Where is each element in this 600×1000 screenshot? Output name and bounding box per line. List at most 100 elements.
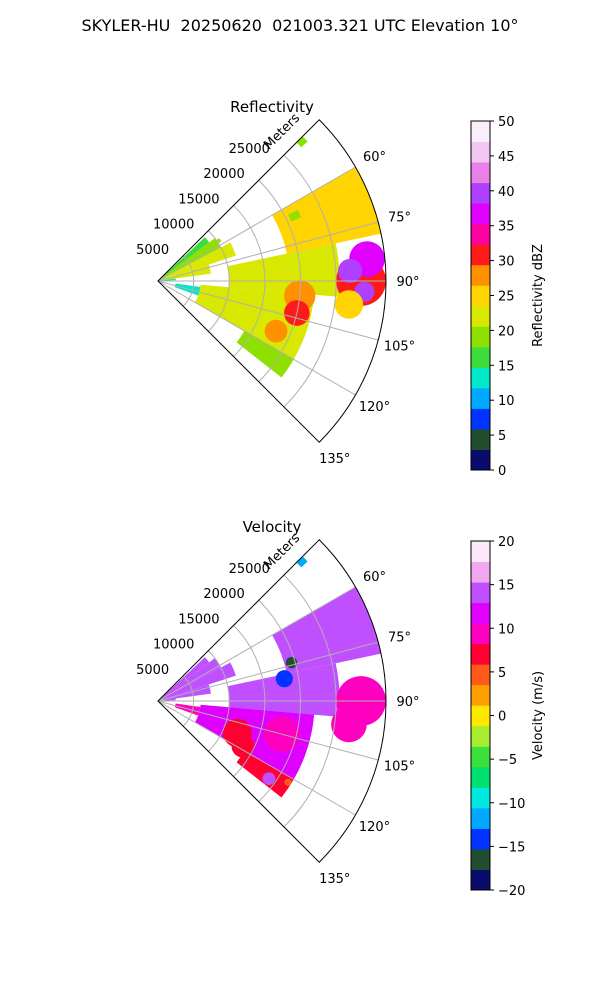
polar-grid [157, 154, 386, 408]
radar-echo-region [162, 662, 236, 700]
radar-echo-region [162, 242, 236, 280]
colorbar-swatch [471, 408, 490, 430]
radial-tick-label: 10000 [153, 638, 194, 653]
colorbar-swatch [471, 623, 490, 645]
colorbar-swatch [471, 787, 490, 809]
colorbar-swatch [471, 326, 490, 348]
theta-tick-label: 90° [396, 275, 419, 290]
colorbar-swatch [471, 305, 490, 327]
theta-tick-labels: 60° 75° 90° 105° 120° 135° [319, 570, 419, 887]
plot-frame [156, 119, 387, 443]
radial-tick-label: 15000 [178, 192, 219, 207]
radial-axis-label: Meters [261, 531, 303, 573]
radar-echo-core [334, 290, 364, 319]
radar-echo-region [227, 663, 340, 717]
radial-tick-labels: 5000 10000 15000 20000 25000 [136, 562, 270, 678]
radar-echo-region [162, 278, 176, 281]
colorbar-swatch [471, 121, 490, 143]
radial-tick-labels: 5000 10000 15000 20000 25000 [136, 142, 270, 258]
colorbar-tick-label: 50 [498, 115, 515, 130]
polar-grid [157, 574, 386, 828]
colorbar: −20 −15 −10 −5 0 5 10 15 20 Velocity (m/s) [470, 535, 546, 899]
colorbar-tick-label: −10 [498, 797, 525, 812]
radar-echo-region [236, 330, 294, 378]
colorbar-swatch [471, 182, 490, 204]
colorbar-swatch [471, 664, 490, 686]
radar-echo-region [161, 658, 221, 699]
theta-tick-label: 135° [319, 452, 350, 467]
azimuth-line [157, 700, 356, 816]
radar-echo-region [227, 243, 340, 297]
colorbar-tick-label: 30 [498, 255, 515, 270]
radar-data [161, 556, 386, 798]
colorbar-tick-label: 20 [498, 535, 515, 550]
colorbar-tick-label: 20 [498, 324, 515, 339]
colorbar-swatch [471, 162, 490, 184]
azimuth-line [157, 221, 379, 282]
radial-tick-label: 5000 [136, 243, 169, 258]
theta-tick-label: 120° [359, 400, 390, 415]
theta-tick-label: 75° [388, 630, 411, 645]
colorbar-swatch [471, 285, 490, 307]
colorbar-tick-label: −15 [498, 840, 525, 855]
colorbar-swatch [471, 367, 490, 389]
colorbar-swatch [471, 141, 490, 163]
colorbar-tick-label: 15 [498, 579, 515, 594]
azimuth-line [157, 166, 356, 282]
colorbar-tick-label: 35 [498, 220, 515, 235]
colorbar-tick-label: −5 [498, 753, 517, 768]
azimuth-line [157, 280, 356, 396]
colorbar-swatch [471, 602, 490, 624]
colorbar-tick-label: 25 [498, 290, 515, 305]
colorbar-swatch [471, 428, 490, 450]
radar-echo-region [174, 703, 201, 716]
theta-tick-label: 60° [363, 570, 386, 585]
theta-tick-label: 60° [363, 150, 386, 165]
radar-echo-region [162, 698, 176, 701]
radial-tick-label: 25000 [229, 142, 270, 157]
colorbar-tick-label: 5 [498, 429, 506, 444]
panel-title: Velocity [243, 518, 302, 536]
radial-tick-label: 20000 [203, 587, 244, 602]
colorbar-swatch [471, 807, 490, 829]
colorbar-swatch [471, 766, 490, 788]
radial-tick-label: 15000 [178, 612, 219, 627]
colorbar-swatch [471, 541, 490, 563]
radar-echo-region [195, 284, 315, 360]
colorbar-swatch [471, 643, 490, 665]
colorbar-swatch [471, 203, 490, 225]
theta-tick-label: 105° [384, 760, 415, 775]
colorbar: 0 5 10 15 20 25 30 35 40 45 50 Reflectivity dBZ [470, 115, 546, 479]
colorbar-swatch [471, 449, 490, 471]
colorbar-swatch [471, 244, 490, 266]
radar-echo-core [262, 772, 276, 786]
colorbar-tick-label: 0 [498, 710, 506, 725]
azimuth-line [157, 700, 379, 761]
colorbar-swatch [471, 264, 490, 286]
radar-echo-region [288, 629, 302, 642]
plot-frame [156, 539, 387, 863]
radial-tick-label: 25000 [229, 562, 270, 577]
colorbar-tick-label: 5 [498, 666, 506, 681]
colorbar-tick-label: 0 [498, 464, 506, 479]
radar-echo-core [331, 706, 367, 743]
radar-echo-region [174, 283, 201, 296]
radar-echo-region [272, 587, 382, 674]
colorbar-swatch [471, 725, 490, 747]
colorbar-tick-label: −20 [498, 884, 525, 899]
radar-echo-core [337, 258, 363, 284]
colorbar-tick-label: 10 [498, 394, 515, 409]
radar-echo-core [284, 778, 292, 786]
theta-tick-label: 135° [319, 872, 350, 887]
colorbar-swatch [471, 848, 490, 870]
radar-echo-region [288, 209, 302, 222]
radial-tick-label: 5000 [136, 663, 169, 678]
radar-data [161, 136, 386, 378]
radar-echo-region [296, 136, 308, 148]
radar-echo-core [264, 319, 288, 343]
radial-tick-label: 20000 [203, 167, 244, 182]
theta-tick-label: 105° [384, 340, 415, 355]
colorbar-swatch [471, 561, 490, 583]
colorbar-tick-label: 40 [498, 185, 515, 200]
